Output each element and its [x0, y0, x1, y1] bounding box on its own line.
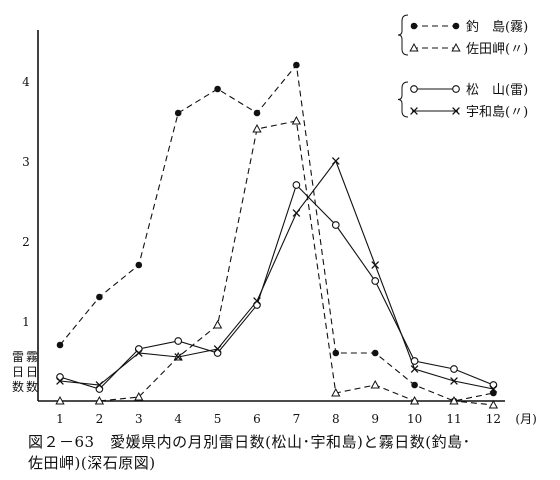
series-line: [59, 63, 494, 402]
x-tick-label: 7: [293, 412, 301, 426]
point-marker: [371, 261, 380, 269]
legend-label: 釣 島(霧): [466, 19, 528, 35]
point-marker: [134, 349, 143, 357]
point-marker: [291, 115, 302, 125]
x-tick-label: 9: [371, 412, 379, 426]
point-marker: [450, 377, 458, 385]
x-tick-label: 8: [332, 412, 340, 426]
y-tick-label: 2: [22, 235, 30, 249]
caption-line-2: 佐田岬)(深石原図): [28, 454, 156, 472]
series-line: [60, 120, 494, 406]
y-axis-label-text: 霧日数: [26, 350, 38, 394]
legend: 釣 島(霧) 佐田岬(〃) 松 山(雷) 宇和島(〃): [397, 14, 528, 120]
x-tick-label: 1: [56, 412, 64, 426]
y-tick-label: 3: [22, 155, 30, 169]
point-marker: [409, 395, 420, 405]
point-marker: [252, 123, 262, 133]
point-marker: [292, 209, 301, 217]
point-marker: [489, 385, 498, 393]
y-tick-label: 1: [22, 315, 30, 329]
legend-bracket: [397, 81, 409, 118]
series-markers: [55, 61, 499, 409]
x-tick-label: 2: [96, 412, 104, 426]
point-marker: [452, 85, 460, 93]
series-line: [59, 183, 494, 390]
point-marker: [410, 85, 418, 93]
x-tick-label: 12: [486, 412, 501, 426]
legend-label: 松 山(雷): [466, 83, 528, 98]
legend-bracket: [397, 14, 409, 56]
point-marker: [55, 395, 65, 405]
point-marker: [371, 277, 380, 285]
point-marker: [293, 61, 300, 69]
point-marker: [94, 395, 105, 405]
point-marker: [450, 365, 458, 373]
point-marker: [410, 357, 419, 365]
x-tick-label: 6: [253, 412, 261, 426]
x-tick-label: 10: [407, 412, 422, 426]
series-line: [59, 159, 494, 390]
point-marker: [409, 42, 419, 52]
x-tick-label: 5: [214, 412, 222, 426]
x-tick-label: 4: [174, 412, 182, 426]
point-marker: [212, 319, 223, 329]
x-tick-label: 11: [446, 412, 461, 426]
point-marker: [174, 353, 183, 361]
point-marker: [331, 221, 340, 229]
point-marker: [56, 377, 64, 385]
x-axis-unit: (月): [515, 412, 536, 426]
point-marker: [292, 181, 301, 189]
legend-label: 宇和島(〃): [466, 105, 528, 120]
point-marker: [488, 399, 499, 409]
chart-axes: [37, 30, 505, 402]
point-marker: [253, 109, 261, 117]
point-marker: [452, 22, 460, 30]
point-marker: [451, 42, 461, 52]
point-marker: [213, 345, 222, 353]
point-marker: [370, 379, 380, 389]
point-marker: [371, 349, 379, 357]
point-marker: [332, 349, 340, 357]
point-marker: [174, 337, 183, 345]
point-marker: [174, 109, 182, 117]
series-lines: [59, 63, 494, 406]
y-tick-label: 4: [22, 75, 30, 89]
point-marker: [95, 381, 104, 389]
point-marker: [331, 387, 341, 397]
x-tick-label: 3: [135, 412, 143, 426]
point-marker: [411, 381, 418, 389]
point-marker: [214, 85, 221, 93]
point-marker: [135, 261, 143, 269]
caption-line-1: 図２－63 愛媛県内の月別雷日数(松山･宇和島)と霧日数(釣島･: [28, 433, 471, 451]
point-marker: [410, 365, 419, 373]
point-marker: [410, 22, 418, 30]
point-marker: [331, 157, 340, 165]
point-marker: [134, 391, 144, 401]
point-marker: [410, 107, 418, 115]
point-marker: [452, 107, 460, 115]
legend-label: 佐田岬(〃): [466, 42, 528, 57]
point-marker: [96, 293, 103, 301]
point-marker: [56, 341, 64, 349]
point-marker: [253, 297, 261, 305]
point-marker: [449, 395, 459, 405]
figure-caption: 図２－63 愛媛県内の月別雷日数(松山･宇和島)と霧日数(釣島･ 佐田岬)(深石…: [28, 432, 548, 474]
y-axis-label-text: 雷日数: [12, 350, 24, 394]
